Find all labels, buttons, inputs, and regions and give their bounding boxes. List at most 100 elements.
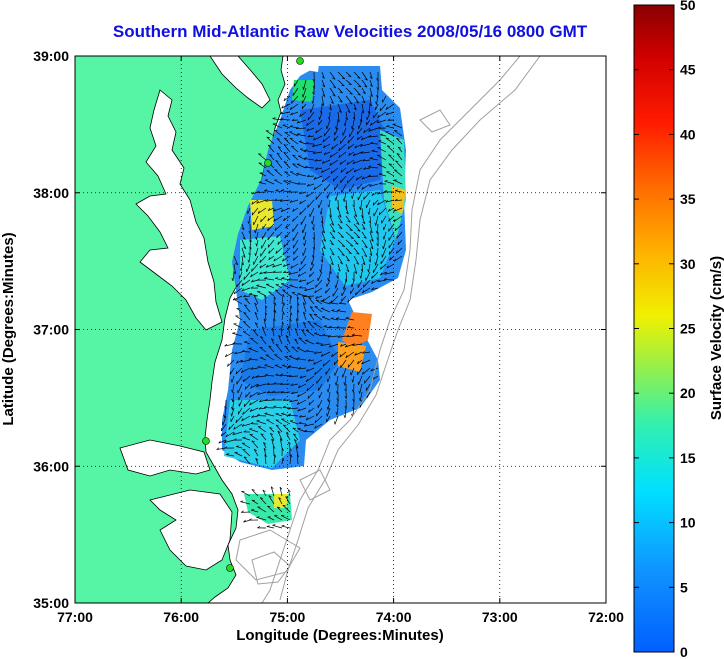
velocity-vector [271, 328, 275, 337]
velocity-vector [296, 127, 307, 130]
velocity-vector-head [281, 105, 284, 109]
velocity-vector [314, 306, 323, 313]
velocity-vector-head [272, 327, 275, 331]
velocity-vector [259, 399, 267, 403]
velocity-vector [268, 291, 275, 297]
velocity-vector [274, 179, 283, 185]
velocity-vector [299, 191, 307, 195]
x-axis-ticks: 77:00 76:00 75:00 74:00 73:00 72:00 [57, 56, 624, 625]
map-title: Southern Mid-Atlantic Raw Velocities 200… [112, 22, 588, 41]
velocity-vector-head [312, 151, 316, 154]
velocity-vector [298, 279, 307, 283]
velocity-vector [394, 169, 403, 177]
velocity-vector [281, 457, 284, 465]
velocity-vector [273, 302, 276, 313]
velocity-vector-head [278, 334, 282, 338]
velocity-vector-head [231, 379, 233, 383]
velocity-vector [393, 207, 403, 212]
velocity-vector [369, 71, 373, 79]
velocity-vector-head [254, 312, 258, 315]
velocity-vector [276, 152, 283, 161]
velocity-vector [234, 299, 243, 305]
velocity-vector [239, 271, 243, 279]
velocity-vector-head [241, 227, 245, 230]
velocity-vector [345, 239, 354, 247]
velocity-vector-head [370, 239, 374, 242]
velocity-vector [360, 151, 371, 154]
velocity-vector-head [327, 398, 329, 402]
velocity-vector-head [272, 117, 276, 120]
velocity-vector [318, 391, 323, 399]
colorbar-tick-label: 20 [680, 385, 696, 401]
velocity-vector-head [231, 406, 233, 410]
velocity-vector [395, 160, 403, 169]
velocity-vector [288, 366, 299, 369]
velocity-vector-head [322, 363, 325, 367]
velocity-vector [377, 279, 387, 283]
velocity-vector [341, 183, 347, 194]
velocity-vector [281, 418, 291, 425]
velocity-vector-head [322, 333, 326, 336]
velocity-vector-head [331, 223, 334, 226]
velocity-vector [353, 87, 361, 96]
velocity-vector [342, 367, 347, 378]
velocity-vector [369, 95, 372, 106]
velocity-vector [292, 231, 299, 241]
velocity-vector-head [315, 284, 317, 288]
velocity-vector [364, 375, 371, 384]
velocity-vector-head [313, 361, 316, 365]
velocity-vector [377, 163, 387, 169]
albemarle-sound [119, 439, 211, 477]
velocity-vector [388, 247, 395, 255]
velocity-vector-head [297, 302, 300, 306]
velocity-vector-head [233, 438, 237, 441]
velocity-vector-head [283, 270, 286, 273]
velocity-vector-head [375, 253, 378, 257]
velocity-vector [236, 375, 243, 385]
velocity-vector-head [267, 217, 270, 221]
velocity-vector-head [240, 500, 244, 503]
velocity-vector [274, 515, 283, 521]
velocity-vector [292, 215, 299, 222]
velocity-vector [253, 448, 259, 457]
velocity-vector-head [307, 320, 311, 323]
velocity-vector-head [320, 343, 324, 346]
velocity-vector [327, 383, 331, 393]
velocity-vector [230, 415, 235, 423]
velocity-vector-head [387, 208, 391, 212]
velocity-vector [309, 207, 315, 217]
colorbar-tick-label: 0 [680, 644, 688, 659]
velocity-vector-head [242, 436, 246, 439]
velocity-vector-head [344, 395, 347, 399]
velocity-vector [298, 383, 307, 389]
velocity-vector-head [359, 398, 361, 402]
velocity-vector [385, 199, 395, 203]
velocity-vector-head [355, 101, 359, 104]
velocity-vector-head [276, 234, 278, 238]
velocity-vector [320, 343, 331, 347]
velocity-vector [370, 119, 379, 126]
velocity-vector [366, 391, 371, 399]
velocity-vector-head [232, 332, 236, 334]
velocity-vector [313, 359, 323, 365]
velocity-vector [327, 399, 331, 410]
velocity-vector [276, 138, 283, 145]
velocity-vector [222, 415, 227, 426]
velocity-vector-head [218, 440, 221, 444]
velocity-vector-head [357, 186, 359, 190]
velocity-vector-head [304, 429, 308, 432]
velocity-vector [265, 199, 275, 202]
velocity-vector [323, 127, 331, 137]
velocity-vector-head [315, 167, 318, 170]
velocity-vector [382, 95, 387, 103]
velocity-vector [372, 199, 379, 206]
velocity-vector [268, 345, 275, 353]
velocity-vector [232, 332, 243, 337]
velocity-vector [335, 375, 339, 386]
velocity-vector [268, 207, 275, 211]
velocity-vector [363, 167, 371, 170]
velocity-vector-head [273, 258, 276, 262]
velocity-vector [311, 255, 315, 266]
velocity-vector-head [319, 211, 322, 215]
